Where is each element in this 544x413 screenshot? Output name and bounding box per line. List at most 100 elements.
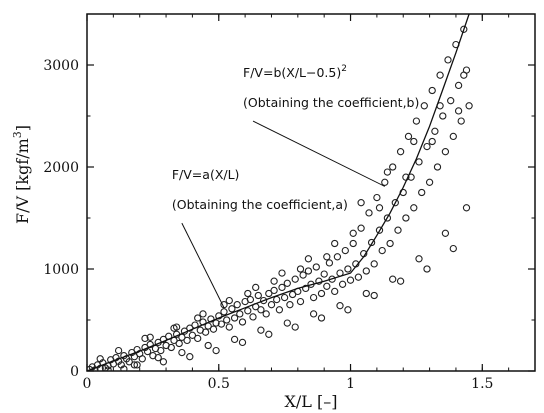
data-point bbox=[320, 270, 328, 278]
data-point bbox=[291, 275, 299, 283]
data-point bbox=[344, 265, 352, 273]
data-point bbox=[278, 269, 286, 277]
data-point bbox=[296, 297, 305, 306]
data-point bbox=[249, 313, 257, 321]
data-point bbox=[344, 306, 352, 314]
data-point bbox=[365, 209, 373, 217]
annotation-leader bbox=[181, 222, 225, 308]
annotation-note: (Obtaining the coefficient,a) bbox=[172, 197, 348, 212]
annotation-note: (Obtaining the coefficient,b) bbox=[243, 95, 419, 110]
data-point bbox=[204, 341, 212, 350]
data-point bbox=[178, 348, 186, 357]
data-point bbox=[389, 275, 397, 283]
data-point bbox=[375, 204, 384, 212]
y-axis-title: F/V [kgf/m3] bbox=[11, 125, 32, 224]
data-point bbox=[217, 320, 226, 328]
data-point bbox=[183, 336, 191, 345]
data-point bbox=[288, 290, 297, 299]
data-point bbox=[428, 86, 436, 95]
data-point bbox=[402, 214, 410, 222]
data-point bbox=[410, 137, 418, 146]
annotation-formula-text: F/V=a(X/L) bbox=[172, 167, 240, 182]
data-point bbox=[349, 229, 357, 237]
data-point bbox=[246, 295, 255, 304]
data-point bbox=[449, 132, 457, 141]
data-point bbox=[325, 259, 334, 267]
data-point bbox=[465, 102, 473, 110]
x-tick-label: 0.5 bbox=[208, 376, 230, 392]
data-point bbox=[220, 301, 228, 309]
data-point bbox=[420, 102, 428, 110]
data-point bbox=[312, 263, 320, 271]
data-point bbox=[238, 318, 247, 326]
data-point bbox=[262, 310, 270, 318]
data-point bbox=[415, 158, 423, 166]
data-point bbox=[441, 229, 450, 237]
data-point bbox=[146, 340, 154, 349]
data-point bbox=[238, 338, 247, 347]
data-point bbox=[207, 315, 215, 323]
data-point bbox=[186, 324, 194, 332]
data-point bbox=[336, 302, 344, 310]
plot-frame bbox=[86, 13, 536, 372]
y-axis-title-superscript: 3 bbox=[11, 131, 24, 138]
data-point bbox=[304, 267, 313, 275]
data-point bbox=[309, 310, 318, 318]
data-series bbox=[87, 14, 473, 371]
data-point bbox=[396, 148, 405, 156]
data-point bbox=[194, 334, 202, 343]
data-point bbox=[309, 293, 318, 302]
x-tick-label: 1.5 bbox=[471, 376, 493, 392]
data-point bbox=[375, 226, 384, 234]
data-point bbox=[252, 283, 260, 292]
data-point bbox=[357, 224, 365, 232]
annotation-formula: F/V=a(X/L) bbox=[172, 167, 240, 182]
annotations: F/V=b(X/L−0.5)2 (Obtaining the coefficien… bbox=[172, 64, 419, 308]
data-point bbox=[283, 319, 291, 327]
data-point bbox=[215, 312, 223, 320]
annotation-formula-text: F/V=b(X/L−0.5) bbox=[243, 65, 341, 80]
data-point bbox=[373, 193, 381, 202]
data-point bbox=[412, 117, 421, 125]
data-point bbox=[357, 199, 365, 207]
data-point bbox=[167, 343, 175, 352]
data-point bbox=[265, 289, 273, 298]
data-point bbox=[457, 117, 465, 125]
data-point bbox=[194, 314, 202, 322]
data-point bbox=[286, 301, 294, 309]
data-point bbox=[404, 132, 413, 141]
data-point bbox=[228, 305, 236, 313]
data-point bbox=[233, 301, 241, 309]
data-point bbox=[323, 282, 331, 290]
data-point bbox=[362, 289, 370, 298]
data-point bbox=[138, 355, 146, 363]
data-point bbox=[146, 333, 154, 341]
data-point bbox=[346, 276, 355, 284]
data-point bbox=[141, 334, 149, 343]
data-point bbox=[299, 271, 307, 279]
data-point bbox=[389, 163, 397, 171]
data-point bbox=[436, 71, 444, 79]
axis-ticks: 0 0.5 1 1.5 0 1000 2000 3000 bbox=[43, 13, 536, 392]
data-point bbox=[454, 81, 463, 90]
data-point bbox=[394, 226, 402, 234]
fit-curve bbox=[87, 14, 470, 371]
data-point bbox=[462, 204, 471, 212]
data-point bbox=[338, 280, 347, 288]
data-point bbox=[341, 246, 349, 255]
data-point bbox=[302, 284, 310, 293]
data-point bbox=[257, 306, 265, 314]
data-point bbox=[159, 358, 168, 366]
x-tick-label: 0 bbox=[83, 376, 92, 392]
data-point bbox=[386, 239, 394, 248]
y-tick-label: 1000 bbox=[43, 262, 79, 278]
data-point bbox=[383, 214, 392, 222]
data-point bbox=[230, 335, 239, 344]
data-point bbox=[220, 308, 228, 316]
data-point bbox=[254, 291, 262, 300]
data-point bbox=[212, 346, 220, 355]
data-point bbox=[199, 310, 207, 318]
data-point bbox=[333, 253, 342, 261]
y-tick-label: 0 bbox=[70, 364, 79, 380]
